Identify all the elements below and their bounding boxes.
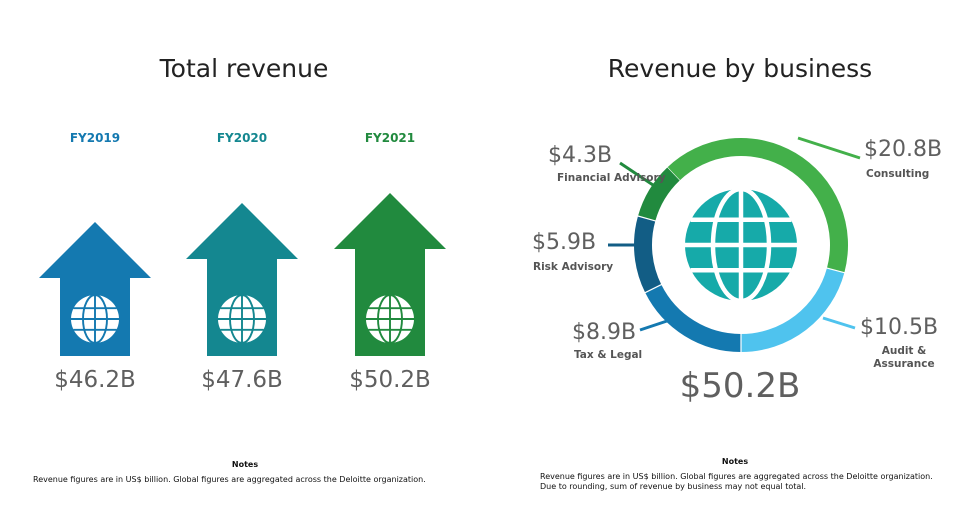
globe-icon (218, 294, 266, 344)
consulting-label: Consulting (866, 168, 930, 180)
leader-line (822, 316, 856, 330)
left-notes-heading: Notes (231, 460, 259, 469)
segment-separator (644, 283, 663, 294)
leader-line (639, 318, 671, 332)
arrow-bar (186, 203, 298, 356)
leader-line (797, 136, 861, 160)
revenue-arrow (39, 222, 151, 356)
fa-label: Financial Advisory (557, 172, 666, 184)
total-value: $50.2B (679, 366, 801, 406)
tax-label: Tax & Legal (574, 349, 643, 361)
segment-separator (825, 267, 846, 274)
arrow-bar (334, 193, 446, 356)
revenue-by-business-title: Revenue by business (607, 54, 873, 83)
globe-icon (685, 186, 797, 304)
fiscal-year-label: FY2019 (69, 131, 121, 145)
left-notes: Revenue figures are in US$ billion. Glob… (33, 475, 426, 484)
right-notes-1: Revenue figures are in US$ billion. Glob… (540, 472, 933, 481)
donut-segment (740, 267, 845, 352)
donut-segment (634, 216, 662, 293)
total-revenue-title: Total revenue (159, 54, 329, 83)
tax-value: $8.9B (572, 320, 637, 345)
right-notes-2: Due to rounding, sum of revenue by busin… (540, 482, 807, 491)
donut-segment (638, 167, 680, 222)
fiscal-year-label: FY2020 (216, 131, 268, 145)
risk-label: Risk Advisory (533, 261, 614, 273)
revenue-arrow (186, 203, 298, 356)
donut-segment (645, 284, 742, 352)
risk-value: $5.9B (532, 230, 597, 255)
leader-line (619, 161, 654, 187)
revenue-value: $47.6B (201, 367, 283, 393)
fa-value: $4.3B (548, 143, 613, 168)
consulting-value: $20.8B (864, 137, 943, 162)
revenue-value: $50.2B (349, 367, 431, 393)
revenue-value: $46.2B (54, 367, 136, 393)
fiscal-year-label: FY2021 (364, 131, 416, 145)
segment-separator (636, 215, 657, 222)
globe-icon (71, 294, 119, 344)
donut-segment (667, 138, 848, 273)
audit-value: $10.5B (860, 315, 939, 340)
right-notes-heading: Notes (721, 457, 749, 466)
arrow-bar (39, 222, 151, 356)
globe-icon (366, 294, 414, 344)
audit-label: Audit & Assurance (873, 345, 935, 370)
revenue-arrow (334, 193, 446, 356)
